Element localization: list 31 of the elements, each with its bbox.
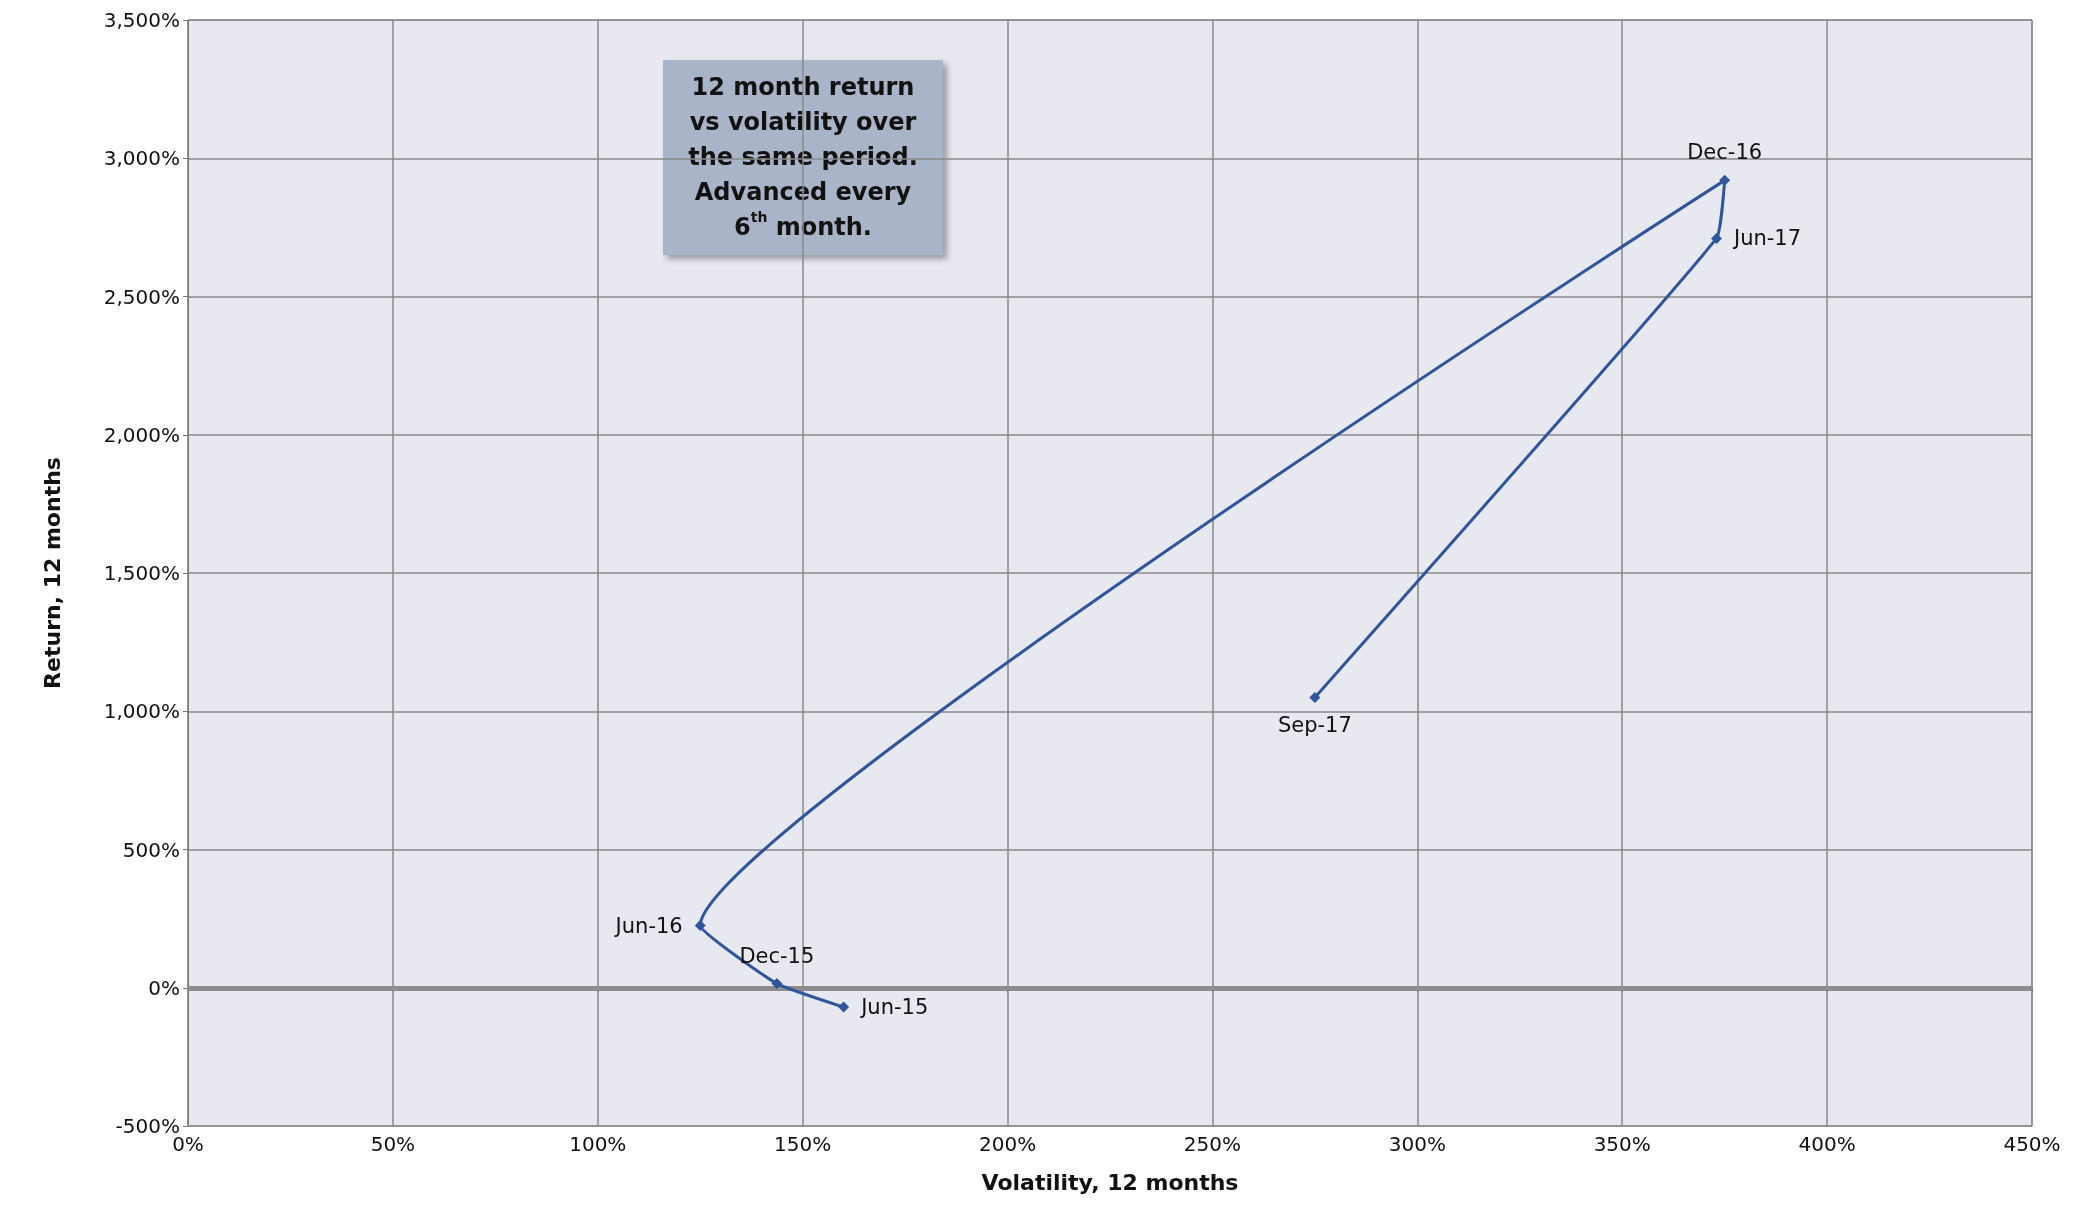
data-label: Jun-15 (859, 995, 929, 1020)
point (1309, 691, 1321, 703)
point (694, 920, 706, 932)
x-tick-label: 300% (1388, 1132, 1446, 1156)
x-tick-label: 100% (569, 1132, 627, 1156)
x-tick-label: 50% (370, 1132, 416, 1156)
data-label: Dec-15 (739, 943, 815, 968)
y-tick-label: 1,500% (103, 561, 180, 585)
y-axis-title: Return, 12 months (39, 457, 65, 689)
y-tick-label: 1,000% (103, 699, 180, 724)
x-tick-label: 250% (1183, 1132, 1242, 1156)
x-tick-label: 150% (774, 1132, 832, 1156)
y-tick-label: 3,000% (103, 146, 180, 171)
y-tick-label: 2,500% (103, 284, 180, 309)
data-label: Sep-17 (1277, 713, 1352, 738)
x-tick-label: 400% (1798, 1132, 1856, 1156)
y-tick-label: 2,000% (103, 422, 180, 447)
data-label: Jun-17 (1731, 226, 1802, 251)
x-axis-title: Volatility, 12 months (981, 1169, 1239, 1195)
point (1710, 232, 1722, 244)
y-tick-label: 3,500% (103, 8, 180, 32)
data-label: Dec-16 (1687, 140, 1763, 165)
y-tick-label: 0% (148, 975, 180, 1000)
x-tick-label: 200% (978, 1132, 1037, 1156)
y-tick-label: 500% (122, 837, 180, 862)
data-label: Jun-16 (613, 913, 683, 938)
point (1719, 174, 1731, 186)
point (838, 1001, 850, 1013)
x-tick-label: 450% (2003, 1132, 2061, 1156)
point (771, 978, 783, 990)
x-tick-label: 350% (1593, 1132, 1651, 1156)
